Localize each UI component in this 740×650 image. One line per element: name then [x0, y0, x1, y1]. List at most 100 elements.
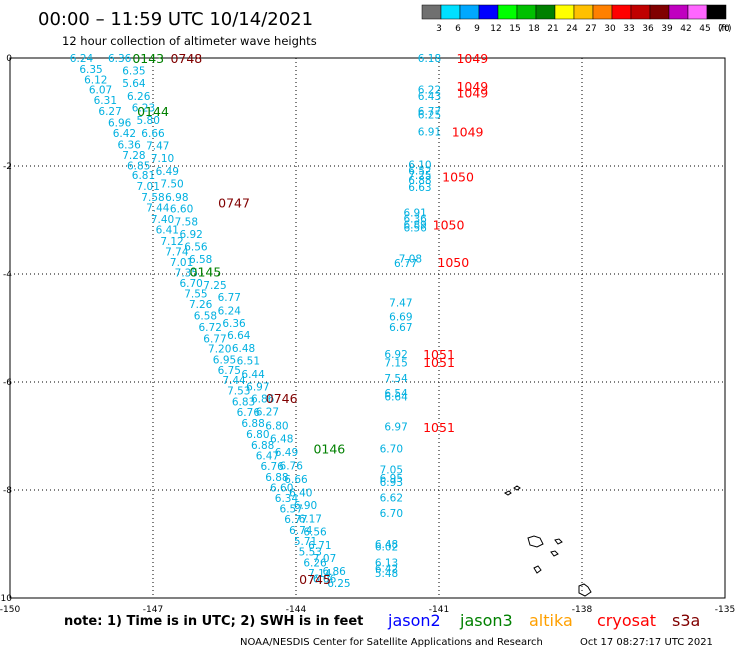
chart-subtitle: 12 hour collection of altimeter wave hei… [62, 34, 317, 48]
swh-value: 6.62 [380, 493, 403, 505]
swh-value: 7.28 [122, 150, 145, 162]
pass-time-label: 0747 [218, 196, 250, 211]
swh-value: 6.70 [179, 278, 202, 290]
swh-value: 6.57 [280, 503, 303, 515]
swh-value: 7.08 [399, 253, 422, 265]
pass-time-label: 0145 [190, 264, 222, 279]
swh-value: 7.74 [165, 246, 189, 258]
legend-item-cryosat: cryosat [597, 611, 656, 630]
swh-value: 6.35 [79, 64, 102, 76]
swh-value: 7.01 [137, 181, 160, 193]
swh-value: 6.95 [213, 354, 236, 366]
swh-value: 7.25 [408, 170, 431, 182]
swh-value: 6.40 [289, 488, 312, 500]
swh-value: 6.77 [418, 106, 441, 118]
swh-value: 6.34 [275, 493, 299, 505]
colorbar-swatch [687, 4, 708, 20]
swh-value: 6.42 [113, 128, 136, 140]
colorbar-swatch [630, 4, 651, 20]
pass-time-label: 0746 [266, 391, 298, 406]
swh-value: 7.50 [160, 178, 183, 190]
y-tick-label: -2 [3, 162, 12, 172]
swh-value: 7.07 [313, 553, 336, 565]
swh-value: 6.72 [199, 322, 222, 334]
swh-value: 7.44 [146, 203, 170, 215]
swh-value: 6.77 [203, 333, 226, 345]
pass-time-labels: 0143 074801440747014507460146074510491049… [132, 51, 488, 587]
swh-value: 5.48 [375, 568, 398, 580]
x-tick-label: -138 [572, 605, 593, 615]
swh-value: 7.35 [175, 267, 198, 279]
pass-time-label: 0146 [313, 441, 345, 456]
swh-value: 6.60 [170, 204, 193, 216]
footer-credit: NOAA/NESDIS Center for Satellite Applica… [240, 637, 543, 648]
axis-ticks: -150 -147 -144 -141 -138 -135 0 -2 -4 -6 -8 -10 [0, 54, 735, 615]
swh-value: 6.02 [375, 542, 398, 554]
swh-values: 6.246.356.126.076.316.276.966.426.367.28… [70, 53, 441, 590]
swh-value: 6.64 [227, 330, 251, 342]
colorbar-tick: 3 [436, 24, 442, 34]
swh-value: 6.43 [418, 91, 441, 103]
swh-value: 6.96 [108, 117, 132, 129]
swh-value: 6.12 [84, 75, 107, 87]
colorbar-swatch [706, 4, 727, 20]
swh-value: 6.52 [408, 165, 431, 177]
swh-value: 6.44 [241, 369, 265, 381]
swh-value: 7.58 [141, 192, 164, 204]
swh-value: 6.98 [165, 192, 188, 204]
swh-value: 6.74 [289, 525, 313, 537]
swh-value: 6.90 [294, 500, 317, 512]
pass-time-label: 0745 [299, 572, 331, 587]
swh-value: 6.88 [408, 175, 431, 187]
color-scale-bar: 3 6 9 12 15 18 21 24 27 30 33 36 39 42 45 70(ft) [421, 4, 732, 34]
swh-value: 6.77 [394, 258, 417, 270]
swh-value: 6.88 [265, 472, 288, 484]
swh-value: 6.64 [384, 392, 408, 404]
pass-time-label: 0144 [137, 104, 169, 119]
swh-value: 6.49 [275, 447, 298, 459]
swh-value: 6.42 [375, 563, 398, 575]
pass-time-label: 1050 [433, 217, 465, 232]
colorbar-swatch [668, 4, 689, 20]
colorbar-tick: 39 [661, 24, 673, 34]
swh-value: 6.60 [270, 482, 293, 494]
swh-value: 6.75 [218, 365, 241, 377]
colorbar-swatch [497, 4, 518, 20]
swh-value: 6.07 [89, 84, 112, 96]
swh-value: 6.06 [313, 574, 337, 586]
colorbar-swatch [554, 4, 575, 20]
swh-value: 6.22 [418, 84, 441, 96]
colorbar-tick: 15 [509, 24, 520, 34]
legend-item-s3a: s3a [672, 611, 700, 630]
colorbar-tick: 9 [474, 24, 480, 34]
swh-value: 5.64 [122, 78, 146, 90]
swh-value: 6.91 [403, 207, 426, 219]
swh-value: 7.12 [160, 236, 183, 248]
x-tick-label: -135 [715, 605, 735, 615]
swh-value: 7.58 [175, 217, 198, 229]
swh-value: 7.47 [389, 298, 412, 310]
swh-value: 6.49 [156, 166, 179, 178]
swh-value: 7.05 [380, 464, 403, 476]
swh-value: 7.44 [222, 375, 246, 387]
colorbar-unit: (ft) [718, 24, 732, 34]
colorbar-swatch [516, 4, 537, 20]
swh-value: 6.56 [403, 223, 427, 235]
swh-value: 6.76 [237, 407, 261, 419]
swh-value: 6.25 [327, 578, 350, 590]
swh-value: 7.53 [227, 386, 250, 398]
legend-item-jason3: jason3 [459, 611, 513, 630]
swh-value: 7.55 [184, 288, 207, 300]
swh-value: 6.31 [94, 95, 117, 107]
colorbar-swatch [649, 4, 670, 20]
swh-value: 6.35 [122, 65, 145, 77]
colorbar-tick: 33 [623, 24, 634, 34]
swh-value: 6.80 [246, 429, 269, 441]
swh-value: 6.58 [189, 254, 212, 266]
pass-time-label: 1051 [423, 355, 455, 370]
swh-value: 7.15 [384, 358, 407, 370]
swh-value: 6.88 [241, 418, 264, 430]
swh-value: 7.26 [189, 299, 213, 311]
swh-value: 6.83 [232, 396, 255, 408]
